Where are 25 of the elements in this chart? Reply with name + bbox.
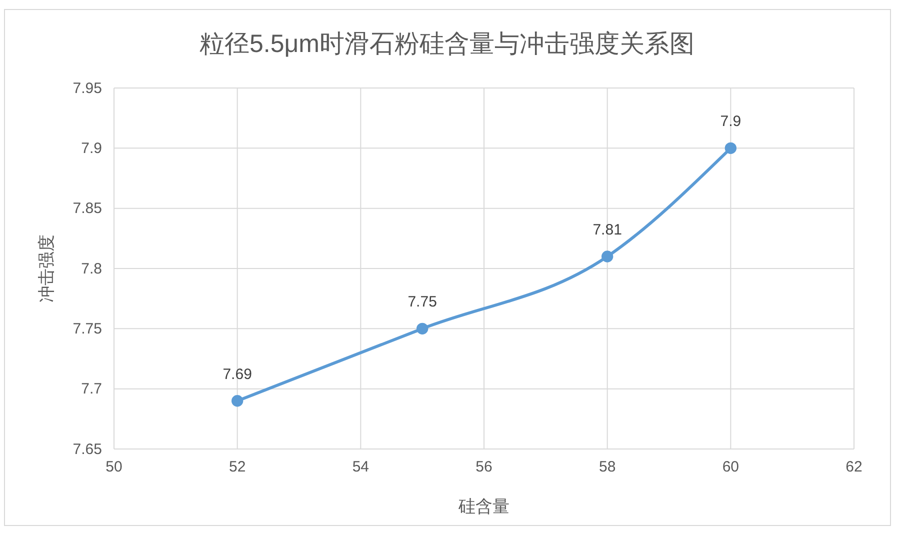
x-tick-label: 60: [722, 458, 740, 476]
y-axis-title: 冲击强度: [37, 234, 56, 302]
point: [724, 142, 737, 154]
y-tick-label: 7.65: [72, 440, 102, 458]
x-tick-label: 62: [846, 458, 862, 476]
point: [231, 395, 244, 407]
y-tick-label: 7.85: [72, 200, 102, 218]
x-tick-label: 52: [228, 458, 246, 476]
x-tick-label: 54: [352, 458, 370, 476]
data-label: 7.81: [592, 221, 622, 238]
x-tick-label: 58: [598, 458, 616, 476]
y-tick-label: 7.8: [81, 260, 102, 278]
x-tick-label: 56: [476, 458, 492, 476]
y-tick-label: 7.75: [72, 320, 102, 338]
y-tick-label: 7.9: [81, 140, 102, 157]
y-tick-label: 7.7: [81, 380, 102, 398]
point: [601, 250, 614, 262]
y-tick-label: 7.95: [72, 80, 102, 97]
chart-title: 粒径5.5μm时滑石粉硅含量与冲击强度关系图: [200, 30, 694, 58]
data-label: 7.75: [408, 294, 437, 311]
x-tick-label: 50: [106, 458, 122, 476]
data-label: 7.9: [720, 113, 742, 130]
data-label: 7.69: [222, 366, 252, 383]
point: [416, 322, 428, 335]
x-axis-title: 硅含量: [458, 497, 510, 516]
